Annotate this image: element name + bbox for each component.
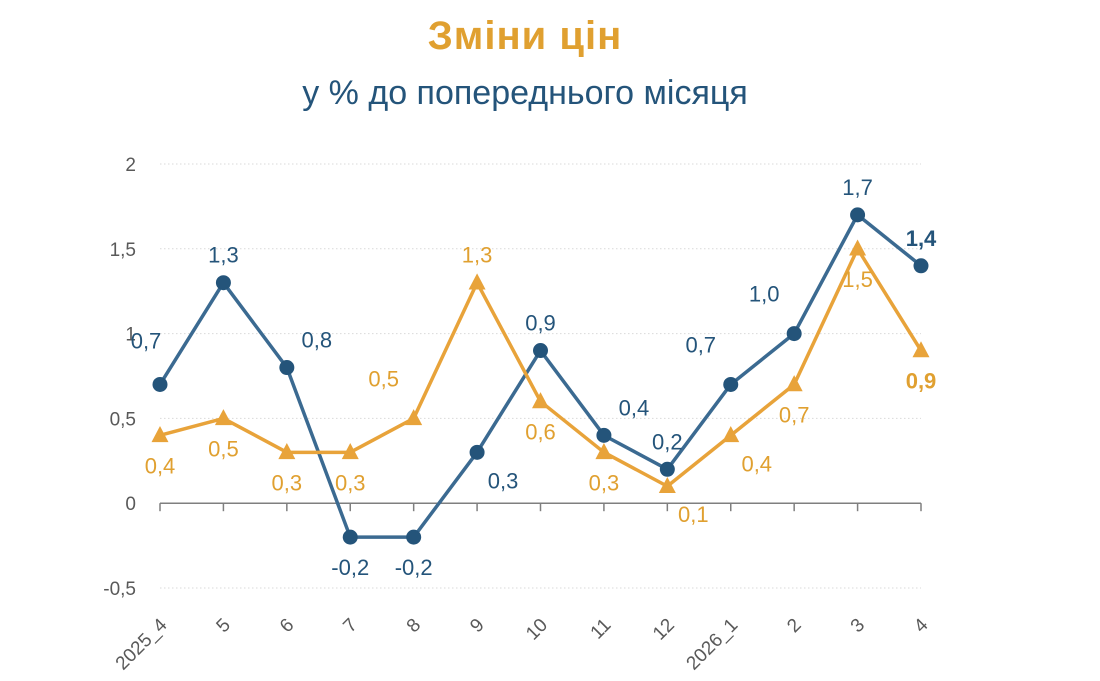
- series-2-data-label: 0,4: [741, 451, 772, 476]
- x-tick-label: 2025_4: [112, 614, 172, 674]
- series-layer: [151, 207, 930, 545]
- x-tick-label: 5: [213, 615, 235, 637]
- series-2-data-label: 0,4: [145, 453, 176, 478]
- x-axis: 2025_4 5 6 7 8 9 10 11 12 2026_1 2 3 4: [112, 502, 933, 675]
- y-axis-ticks: -0,5 0 0,5 1 1,5 2: [103, 155, 136, 600]
- series-2-point: [405, 409, 423, 426]
- series-2-data-label: 0,1: [678, 502, 709, 527]
- series-1-point: [342, 529, 358, 545]
- series-1-point: [786, 326, 802, 342]
- series-1-point: [913, 258, 929, 274]
- x-tick-label: 2: [783, 615, 805, 637]
- series-1-data-label: 0,4: [619, 395, 650, 420]
- x-tick-label: 7: [339, 615, 361, 637]
- x-tick-label: 12: [649, 615, 679, 645]
- series-2-point: [658, 476, 676, 493]
- series-2-point: [278, 443, 296, 460]
- series-1-point: [659, 461, 675, 477]
- series-2-data-label: 0,3: [272, 470, 303, 495]
- series-1-data-label: 0,7: [685, 332, 716, 357]
- series-1-point: [533, 343, 548, 359]
- y-tick-label: 0,5: [110, 409, 136, 430]
- series-1-point: [850, 207, 866, 223]
- series-1-point: [596, 427, 612, 443]
- series-2-data-label: 0,5: [368, 366, 399, 391]
- series-2-data-label: 1,5: [842, 267, 873, 292]
- series-2-point: [849, 239, 867, 256]
- series-1-point: [279, 360, 295, 376]
- y-tick-label: -0,5: [103, 579, 136, 600]
- series-2-point: [722, 426, 740, 443]
- x-tick-label: 6: [276, 615, 298, 637]
- series-1-data-label: 1,4: [906, 226, 937, 251]
- series-2-point: [595, 443, 613, 460]
- series-1-data-label: 0,9: [525, 311, 556, 336]
- x-tick-label: 4: [910, 614, 933, 637]
- series-1-data-label: 1,7: [842, 175, 873, 200]
- chart-title: Зміни цін: [427, 14, 623, 58]
- series-1-point: [723, 376, 739, 392]
- series-2-data-label: 0,3: [335, 470, 366, 495]
- y-tick-label: 0: [125, 494, 136, 515]
- x-tick-label: 9: [466, 615, 488, 637]
- y-tick-label: 2: [125, 155, 136, 176]
- series-2-point: [341, 443, 359, 460]
- chart-subtitle: у % до попереднього місяця: [302, 74, 748, 112]
- series-1-data-label: 0,7: [131, 328, 162, 353]
- series-1-point: [215, 275, 231, 291]
- series-2-data-label: 0,3: [589, 470, 620, 495]
- series-1-data-label: -0,2: [395, 555, 433, 580]
- series-2-point: [468, 273, 486, 290]
- series-1-data-label: 0,3: [488, 468, 519, 493]
- series-2-data-label: 0,6: [525, 419, 556, 444]
- x-tick-label: 10: [522, 615, 552, 645]
- series-2-data-label: 0,9: [906, 369, 937, 394]
- x-tick-label: 8: [403, 615, 425, 637]
- y-tick-label: 1: [125, 325, 136, 346]
- series-2-data-label: 0,5: [208, 436, 239, 461]
- series-2-data-label: 0,7: [779, 402, 810, 427]
- series-2-data-label: 1,3: [462, 243, 493, 268]
- series-1-point: [152, 376, 168, 392]
- series-1-point: [406, 529, 422, 545]
- series-1-point: [469, 444, 485, 460]
- series-1-data-label: -0,2: [331, 555, 369, 580]
- series-2-point: [214, 409, 232, 426]
- series-1-data-label: 0,8: [302, 328, 333, 353]
- x-tick-label: 3: [847, 615, 869, 637]
- series-1-data-label: 1,0: [749, 282, 780, 307]
- series-2-point: [151, 426, 169, 443]
- x-tick-label: 11: [587, 615, 616, 644]
- series-1-data-label: 0,2: [652, 429, 683, 454]
- series-2-line: [159, 247, 923, 488]
- y-tick-label: 1,5: [110, 240, 136, 261]
- series-2-point: [532, 392, 549, 409]
- gridlines: [160, 163, 921, 589]
- data-labels-layer: 0,71,30,8-0,2 -0,20,30,90,40,20,71,01,71,…: [131, 175, 937, 580]
- series-2-point: [785, 375, 803, 392]
- series-2-point: [912, 341, 930, 358]
- series-1-data-label: 1,3: [208, 243, 239, 268]
- x-tick-label: 2026_1: [683, 615, 743, 675]
